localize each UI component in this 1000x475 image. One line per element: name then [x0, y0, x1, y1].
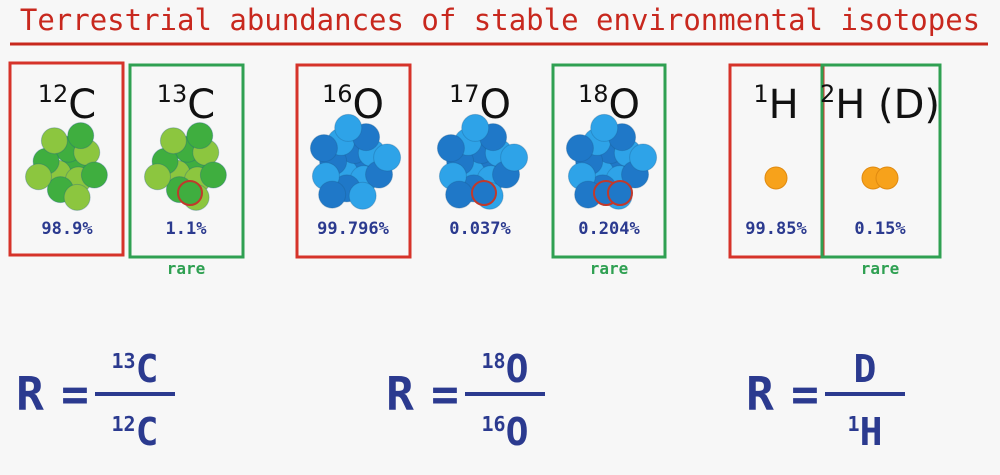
abundance: 1.1% — [166, 219, 208, 239]
nucleon — [348, 181, 377, 210]
element-symbol: O — [506, 410, 529, 454]
nucleon — [565, 134, 594, 163]
formula-numerator: D — [854, 347, 877, 391]
isotope-symbol: 1H — [753, 80, 798, 128]
nucleon — [25, 163, 53, 191]
abundance: 0.204% — [578, 219, 640, 239]
mass-number: 2 — [820, 80, 835, 108]
element-symbol: C — [68, 82, 96, 128]
isotope-symbol: 18O — [578, 80, 640, 128]
isotope-symbol: 17O — [449, 80, 511, 128]
extra-neutron — [177, 180, 203, 206]
isotope-frame — [820, 63, 942, 259]
nucleon — [445, 180, 474, 209]
mass-number: 16 — [482, 412, 506, 436]
title: Terrestrial abundances of stable environ… — [20, 3, 980, 37]
abundance: 99.85% — [745, 219, 807, 239]
formula-lhs: R — [16, 367, 44, 421]
extra-neutron — [471, 180, 497, 206]
mass-number: 16 — [322, 80, 353, 108]
rare-label: rare — [861, 259, 900, 278]
abundance: 99.796% — [317, 219, 389, 239]
nucleon — [199, 161, 227, 189]
formula-numerator: 18O — [482, 347, 529, 391]
formula-lhs: R — [386, 367, 414, 421]
mass-number: 13 — [112, 349, 136, 373]
isotope-symbol: 12C — [38, 80, 96, 128]
mass-number: 1 — [753, 80, 768, 108]
mass-number: 1 — [848, 412, 860, 436]
extra-neutron — [607, 180, 633, 206]
nucleon — [500, 143, 529, 172]
nucleon — [144, 163, 172, 191]
isotope-frame — [128, 63, 245, 259]
isotope-symbol: 2H (D) — [820, 80, 940, 128]
rare-label: rare — [167, 259, 206, 278]
mass-number: 13 — [157, 80, 188, 108]
nucleon — [186, 122, 214, 150]
element-symbol: O — [506, 347, 529, 391]
element-symbol: C — [136, 410, 159, 454]
mass-number: 12 — [112, 412, 136, 436]
isotope-frame — [551, 63, 667, 259]
formula-denominator: 12C — [112, 410, 159, 454]
formula-denominator: 1H — [848, 410, 883, 454]
formula-numerator: 13C — [112, 347, 159, 391]
nucleon — [436, 134, 465, 163]
formula-lhs: R — [746, 367, 774, 421]
formula-relation: = — [61, 367, 89, 421]
mass-number: 18 — [482, 349, 506, 373]
element-symbol: C — [136, 347, 159, 391]
nucleon — [80, 161, 108, 189]
abundance: 0.15% — [854, 219, 906, 239]
element-symbol: D — [854, 347, 877, 391]
mass-number: 12 — [38, 80, 69, 108]
nucleon — [309, 134, 338, 163]
formula-relation: = — [431, 367, 459, 421]
element-symbol: H — [860, 410, 883, 454]
abundance: 98.9% — [41, 219, 93, 239]
nucleon — [461, 113, 490, 142]
mass-number: 18 — [578, 80, 609, 108]
isotope-frame — [8, 61, 125, 257]
mass-number: 17 — [449, 80, 480, 108]
nucleon — [67, 122, 95, 150]
nucleon — [159, 127, 187, 155]
nucleon — [373, 143, 402, 172]
nucleon — [875, 166, 899, 190]
nucleon — [318, 180, 347, 209]
nucleon — [629, 143, 658, 172]
nucleon — [40, 127, 68, 155]
nucleon — [590, 113, 619, 142]
nucleon — [764, 166, 788, 190]
formula-denominator: 16O — [482, 410, 529, 454]
element-symbol: H (D) — [835, 82, 940, 128]
rare-label: rare — [590, 259, 629, 278]
element-symbol: C — [187, 82, 215, 128]
nucleon — [334, 113, 363, 142]
abundance: 0.037% — [449, 219, 511, 239]
nucleon — [63, 183, 91, 211]
isotope-symbol: 13C — [157, 80, 215, 128]
isotope-frame — [295, 63, 412, 259]
formula-relation: = — [791, 367, 819, 421]
element-symbol: H — [769, 82, 799, 128]
